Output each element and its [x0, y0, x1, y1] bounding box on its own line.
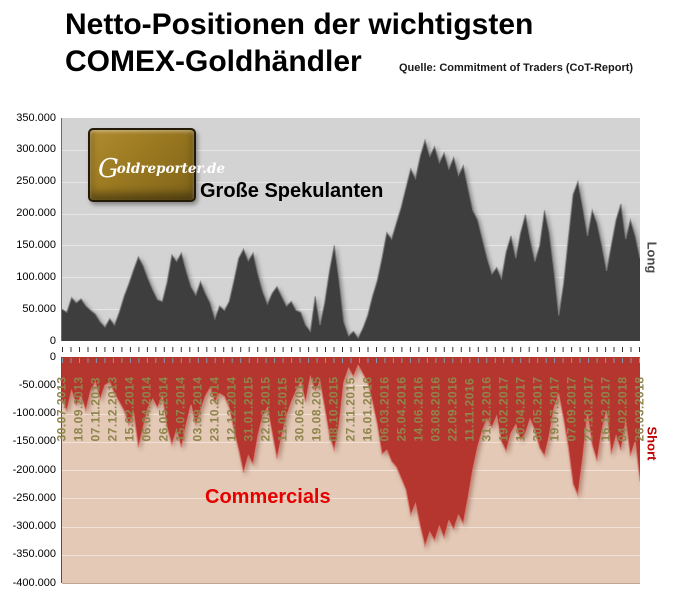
date-label: 27.12.2013 — [105, 376, 120, 442]
source-note: Quelle: Commitment of Traders (CoT-Repor… — [399, 62, 634, 74]
commercials-chart-plot — [62, 357, 640, 583]
y-axis-tick-label: -200.000 — [12, 463, 56, 476]
y-axis-tick-label: 300.000 — [16, 143, 56, 156]
gridline — [62, 385, 640, 387]
date-label: 18.09.2013 — [71, 376, 86, 442]
y-axis-tick-label: 0 — [49, 334, 56, 347]
date-label: 30.05.2017 — [530, 376, 545, 442]
date-label: 10.04.2017 — [513, 376, 528, 442]
y-axis-tick-label: 350.000 — [16, 111, 56, 124]
date-label: 27.11.2015 — [343, 377, 358, 442]
date-label: 12.12.2014 — [224, 376, 239, 442]
date-label: 06.04.2014 — [139, 376, 154, 442]
gridline — [62, 413, 640, 415]
date-label: 25.04.2016 — [394, 376, 409, 442]
y-axis-tick-label: -100.000 — [12, 407, 56, 419]
goldreporter-logo-text: Goldreporter.de — [98, 154, 225, 184]
y-axis-tick-label: 50.000 — [22, 302, 56, 315]
gridline — [62, 245, 640, 247]
y-axis-tick-label: -350.000 — [12, 548, 56, 561]
y-axis-tick-label: -400.000 — [12, 576, 56, 589]
date-label: 11.05.2015 — [275, 377, 290, 442]
date-label: 11.11.2016 — [462, 377, 477, 442]
gridline — [62, 498, 640, 500]
minor-ticks — [62, 358, 640, 363]
date-label: 30.07.2013 — [54, 376, 69, 442]
gridline — [62, 554, 640, 556]
bottom-x-axis-ticks — [62, 350, 640, 363]
date-label: 07.11.2013 — [88, 377, 103, 442]
y-axis-tick-label: -250.000 — [12, 491, 56, 504]
minor-ticks — [62, 347, 640, 352]
title-line2: COMEX-Goldhändler — [65, 45, 362, 78]
gridline — [62, 470, 640, 471]
date-label: 26.05.2014 — [156, 376, 171, 442]
gridline — [62, 213, 640, 215]
date-label: 08.10.2015 — [326, 376, 341, 442]
top-x-axis-ticks — [62, 341, 640, 352]
speculators-series-label: Große Spekulanten — [200, 180, 384, 202]
date-label: 27.10.2017 — [581, 376, 596, 442]
logo-text-rest: oldreporter.de — [116, 161, 226, 177]
bottom-y-axis-line — [61, 357, 62, 583]
area-series — [62, 357, 640, 549]
date-label: 16.12.2017 — [598, 376, 613, 442]
long-side-label: Long — [644, 241, 660, 274]
date-label: 16.01.2016 — [360, 376, 375, 442]
date-label: 07.09.2017 — [564, 376, 579, 442]
gridline — [62, 309, 640, 311]
date-label: 06.03.2016 — [377, 376, 392, 442]
y-axis-tick-label: 0 — [49, 350, 56, 363]
page-title: Netto-Positionen der wichtigsten COMEX-G… — [65, 6, 665, 80]
title-line1: Netto-Positionen der wichtigsten — [65, 8, 534, 41]
y-axis-tick-label: 250.000 — [16, 175, 56, 188]
date-label: 31.12.2016 — [479, 376, 494, 442]
date-label: 30.06.2015 — [292, 376, 307, 442]
date-label: 19.07.2017 — [547, 376, 562, 442]
top-y-axis-line — [61, 118, 62, 341]
bottom-axis-baseline — [62, 583, 640, 584]
logo-letter-g: G — [98, 154, 119, 184]
y-axis-tick-label: 200.000 — [16, 207, 56, 220]
y-axis-tick-label: -150.000 — [12, 435, 56, 448]
gridline — [62, 149, 640, 151]
date-label: 15.07.2014 — [173, 376, 188, 442]
gridline — [62, 277, 640, 279]
gridline — [62, 526, 640, 528]
date-label: 04.02.2018 — [615, 376, 630, 442]
gridline — [62, 441, 640, 443]
y-axis-tick-label: -300.000 — [12, 520, 56, 532]
gridline — [62, 181, 640, 183]
y-axis-tick-label: 100.000 — [16, 270, 56, 283]
goldreporter-logo: Goldreporter.de — [88, 128, 225, 202]
date-label: 23.10.2014 — [207, 376, 222, 442]
date-label: 15.02.2014 — [122, 376, 137, 442]
commercials-series-label: Commercials — [205, 486, 331, 508]
date-label: 19.08.2015 — [309, 376, 324, 442]
area-series — [62, 138, 640, 341]
date-label: 31.01.2015 — [241, 376, 256, 442]
date-label: 22.09.2016 — [445, 376, 460, 442]
date-label: 03.08.2016 — [428, 376, 443, 442]
date-label: 14.06.2016 — [411, 376, 426, 442]
short-side-label: Short — [644, 426, 660, 461]
y-axis-tick-label: -50.000 — [18, 378, 56, 391]
date-label: 22.03.2015 — [258, 376, 273, 442]
y-axis-tick-label: 150.000 — [16, 238, 56, 251]
date-label: 03.09.2014 — [190, 376, 205, 442]
date-label: 19.02.2017 — [496, 376, 511, 442]
